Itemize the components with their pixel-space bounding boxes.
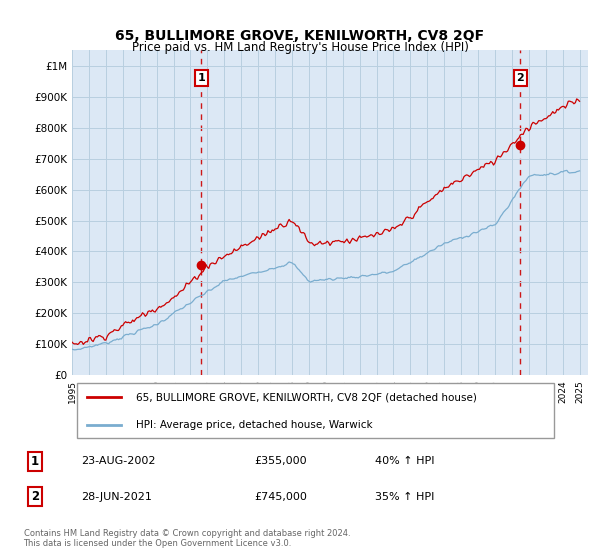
Text: HPI: Average price, detached house, Warwick: HPI: Average price, detached house, Warw… xyxy=(136,420,373,430)
Text: Price paid vs. HM Land Registry's House Price Index (HPI): Price paid vs. HM Land Registry's House … xyxy=(131,41,469,54)
FancyBboxPatch shape xyxy=(77,382,554,438)
Text: 1: 1 xyxy=(31,455,39,468)
Text: 65, BULLIMORE GROVE, KENILWORTH, CV8 2QF: 65, BULLIMORE GROVE, KENILWORTH, CV8 2QF xyxy=(115,29,485,44)
Text: 65, BULLIMORE GROVE, KENILWORTH, CV8 2QF (detached house): 65, BULLIMORE GROVE, KENILWORTH, CV8 2QF… xyxy=(136,392,477,402)
Text: 35% ↑ HPI: 35% ↑ HPI xyxy=(375,492,434,502)
Text: 2: 2 xyxy=(31,491,39,503)
Text: 23-AUG-2002: 23-AUG-2002 xyxy=(81,456,155,466)
Text: £355,000: £355,000 xyxy=(254,456,307,466)
Text: 28-JUN-2021: 28-JUN-2021 xyxy=(81,492,152,502)
Text: £745,000: £745,000 xyxy=(254,492,307,502)
Text: Contains HM Land Registry data © Crown copyright and database right 2024.
This d: Contains HM Land Registry data © Crown c… xyxy=(23,529,350,548)
Text: 1: 1 xyxy=(197,73,205,83)
Text: 40% ↑ HPI: 40% ↑ HPI xyxy=(375,456,434,466)
Text: 2: 2 xyxy=(516,73,524,83)
